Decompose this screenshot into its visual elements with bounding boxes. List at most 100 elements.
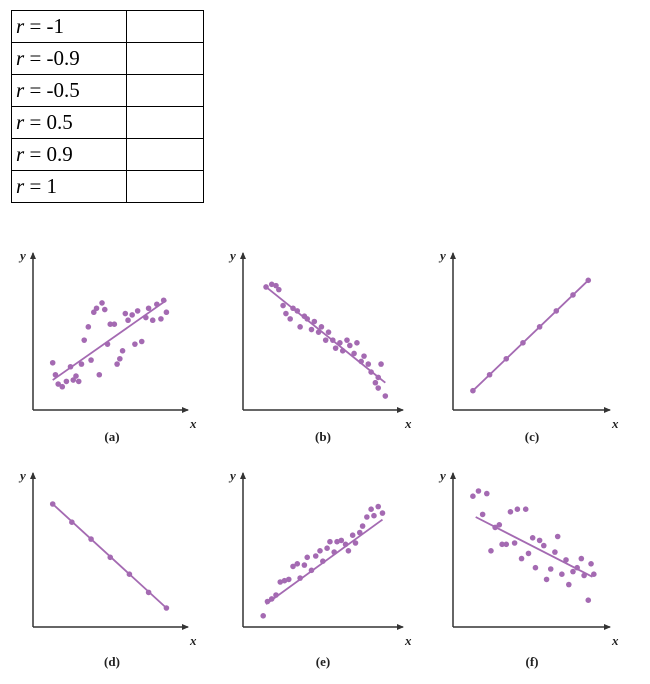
r-label-cell: r = 0.9 [11, 138, 127, 171]
data-point [145, 589, 152, 596]
table-row: r = -0.9 [11, 42, 204, 75]
data-point [529, 535, 536, 541]
data-point [570, 292, 576, 298]
scatter-panel: y x (f) [438, 468, 619, 669]
data-point [317, 548, 323, 554]
data-point [345, 548, 352, 554]
data-point [119, 348, 126, 354]
scatter-panel: y x (c) [438, 248, 619, 444]
data-point [280, 302, 286, 309]
answer-cell[interactable] [126, 138, 204, 171]
r-variable: r [16, 142, 25, 166]
data-point [503, 355, 510, 362]
answer-cell[interactable] [126, 170, 204, 203]
data-point [75, 378, 82, 385]
scatter-panel: y x (d) [18, 468, 197, 669]
data-point [585, 597, 592, 603]
data-point [553, 308, 560, 314]
data-point [337, 340, 343, 346]
y-axis-arrow-icon [240, 472, 246, 479]
data-point [276, 286, 282, 293]
data-point [492, 524, 498, 531]
x-axis-label: x [611, 633, 619, 648]
data-point [503, 541, 510, 548]
data-point [315, 329, 322, 335]
data-point [320, 558, 326, 564]
scatter-panel: y x (b) [228, 248, 412, 444]
data-point [585, 277, 592, 284]
data-point [301, 562, 308, 568]
r-variable: r [16, 174, 25, 198]
data-point [126, 571, 133, 577]
data-point [570, 568, 576, 575]
data-point [591, 571, 597, 577]
data-point [484, 490, 490, 497]
table-row: r = -0.5 [11, 74, 204, 107]
r-value: = 0.5 [24, 110, 73, 134]
data-point [69, 519, 75, 525]
data-point [496, 522, 503, 528]
data-point [73, 373, 79, 379]
data-point [283, 310, 289, 317]
y-axis-label: y [438, 248, 446, 263]
data-point [163, 605, 170, 611]
data-point [507, 509, 514, 515]
data-point [285, 576, 292, 583]
r-variable: r [16, 110, 25, 134]
data-point [96, 371, 103, 378]
data-point [260, 613, 267, 619]
data-point [145, 305, 152, 312]
data-point [347, 342, 353, 349]
data-point [514, 506, 521, 512]
y-axis-label: y [18, 468, 26, 483]
data-point [470, 493, 476, 500]
plot-caption: (c) [525, 429, 539, 444]
data-point [318, 324, 325, 330]
data-point [107, 554, 114, 561]
y-axis-label: y [228, 248, 236, 263]
plot-caption: (f) [526, 654, 539, 669]
data-point [540, 542, 547, 549]
data-point [93, 305, 100, 312]
data-point [324, 545, 330, 551]
data-point [91, 309, 97, 316]
data-point [67, 363, 74, 370]
data-point [143, 314, 149, 321]
data-point [382, 393, 389, 399]
answer-cell[interactable] [126, 106, 204, 139]
data-point [297, 575, 303, 581]
r-variable: r [16, 46, 25, 70]
x-axis-label: x [189, 633, 197, 648]
data-point [554, 533, 561, 540]
data-point [158, 316, 164, 322]
data-point [479, 511, 486, 518]
data-point [329, 337, 336, 343]
data-point [352, 540, 359, 546]
data-point [264, 598, 271, 605]
data-point [368, 369, 374, 375]
table-row: r = 1 [11, 170, 204, 203]
data-point [547, 566, 554, 572]
data-point [378, 361, 384, 367]
data-point [290, 305, 296, 312]
data-point [59, 383, 66, 390]
data-point [132, 341, 138, 347]
data-point [70, 377, 77, 383]
data-point [117, 355, 123, 362]
table-row: r = -1 [11, 10, 204, 43]
data-point [52, 371, 59, 378]
x-axis-label: x [611, 416, 619, 431]
data-point [520, 340, 526, 346]
data-point [344, 337, 350, 343]
y-axis-arrow-icon [30, 252, 36, 259]
data-point [371, 512, 377, 519]
data-point [334, 538, 340, 545]
data-point [588, 561, 594, 567]
data-point [308, 326, 315, 333]
data-point [99, 300, 105, 306]
data-point [578, 555, 585, 562]
data-point [294, 308, 301, 314]
data-point [566, 581, 572, 588]
data-point [294, 561, 301, 567]
data-point [88, 357, 94, 363]
